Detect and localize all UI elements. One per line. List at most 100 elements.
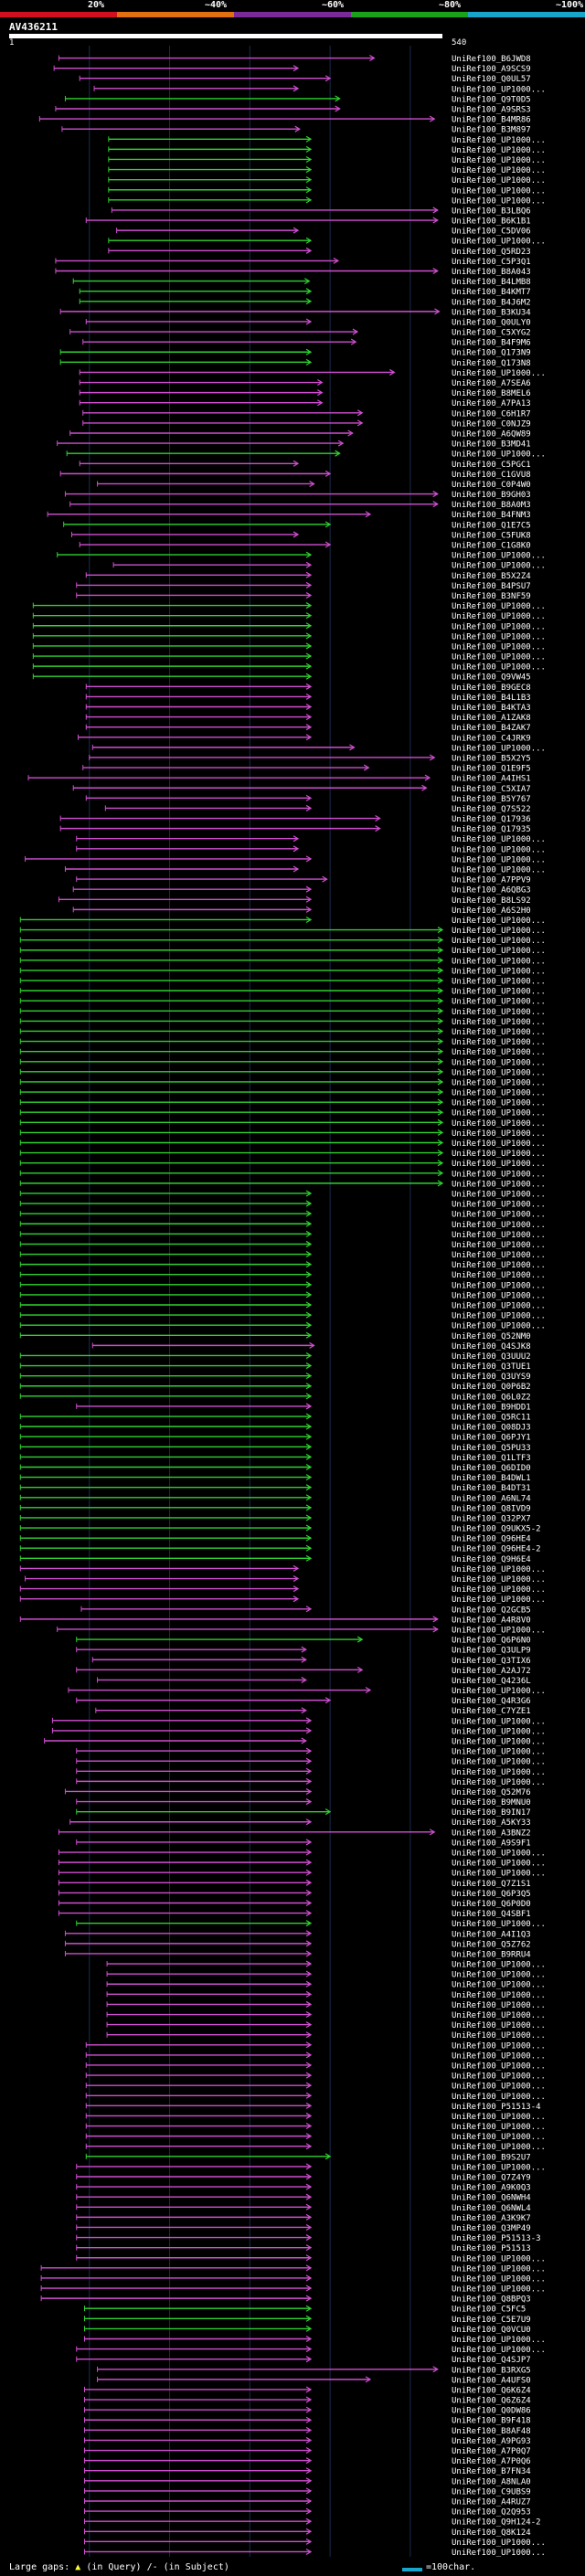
- hit-label[interactable]: UniRef100_C5E7U9: [452, 2316, 531, 2325]
- hit-label[interactable]: UniRef100_B4DWL1: [452, 1474, 531, 1483]
- alignment-hit[interactable]: UniRef100_Q0P6B2: [19, 1383, 531, 1392]
- alignment-hit[interactable]: UniRef100_A3BNZ2: [58, 1829, 531, 1838]
- alignment-hit[interactable]: UniRef100_Q1E9F5: [82, 764, 531, 774]
- hit-label[interactable]: UniRef100_Q6P3Q5: [452, 1890, 531, 1899]
- hit-label[interactable]: UniRef100_UP1000...: [452, 1626, 546, 1635]
- hit-label[interactable]: UniRef100_UP1000...: [452, 1211, 546, 1220]
- hit-label[interactable]: UniRef100_Q2GCB5: [452, 1606, 531, 1615]
- alignment-hit[interactable]: UniRef100_B3KU34: [59, 308, 531, 317]
- alignment-hit[interactable]: UniRef100_UP1000...: [32, 612, 546, 621]
- alignment-hit[interactable]: UniRef100_Q1LTF3: [19, 1453, 531, 1463]
- alignment-hit[interactable]: UniRef100_A9PG93: [84, 2436, 531, 2446]
- hit-label[interactable]: UniRef100_UP1000...: [452, 2336, 546, 2345]
- hit-label[interactable]: UniRef100_UP1000...: [452, 2041, 546, 2051]
- hit-label[interactable]: UniRef100_B9S2U7: [452, 2153, 531, 2162]
- hit-label[interactable]: UniRef100_Q6P6N0: [452, 1637, 531, 1646]
- hit-label[interactable]: UniRef100_B5X2Z4: [452, 572, 531, 581]
- hit-label[interactable]: UniRef100_UP1000...: [452, 1850, 546, 1859]
- hit-label[interactable]: UniRef100_A4RUZ7: [452, 2497, 531, 2507]
- alignment-hit[interactable]: UniRef100_UP1000...: [19, 1230, 546, 1240]
- hit-label[interactable]: UniRef100_C7YZE1: [452, 1707, 531, 1716]
- hit-label[interactable]: UniRef100_B4ZAK7: [452, 724, 531, 733]
- alignment-hit[interactable]: UniRef100_UP1000...: [19, 1301, 546, 1311]
- hit-label[interactable]: UniRef100_UP1000...: [452, 2143, 546, 2152]
- hit-label[interactable]: UniRef100_C6H1R7: [452, 409, 531, 419]
- hit-label[interactable]: UniRef100_UP1000...: [452, 1160, 546, 1169]
- hit-label[interactable]: UniRef100_Q6P0D0: [452, 1900, 531, 1909]
- hit-label[interactable]: UniRef100_UP1000...: [452, 1190, 546, 1199]
- hit-label[interactable]: UniRef100_UP1000...: [452, 1738, 546, 1747]
- hit-label[interactable]: UniRef100_B3M897: [452, 126, 531, 135]
- hit-label[interactable]: UniRef100_B4DT31: [452, 1484, 531, 1493]
- hit-label[interactable]: UniRef100_A4IHS1: [452, 775, 531, 784]
- hit-label[interactable]: UniRef100_B3LBQ6: [452, 207, 531, 216]
- alignment-hit[interactable]: UniRef100_UP1000...: [19, 1595, 546, 1605]
- alignment-hit[interactable]: UniRef100_UP1000...: [19, 1585, 546, 1595]
- alignment-hit[interactable]: UniRef100_Q9UKX5-2: [19, 1524, 541, 1534]
- hit-label[interactable]: UniRef100_B9RRU4: [452, 1950, 531, 1959]
- alignment-hit[interactable]: UniRef100_Q17935: [59, 825, 531, 834]
- alignment-hit[interactable]: UniRef100_UP1000...: [19, 1311, 546, 1321]
- alignment-hit[interactable]: UniRef100_UP1000...: [76, 1767, 546, 1777]
- hit-label[interactable]: UniRef100_UP1000...: [452, 947, 546, 956]
- hit-label[interactable]: UniRef100_UP1000...: [452, 845, 546, 854]
- hit-label[interactable]: UniRef100_C1G8K0: [452, 542, 531, 551]
- hit-label[interactable]: UniRef100_UP1000...: [452, 1758, 546, 1767]
- alignment-hit[interactable]: UniRef100_A4IHS1: [27, 774, 531, 784]
- hit-label[interactable]: UniRef100_UP1000...: [452, 2011, 546, 2020]
- hit-label[interactable]: UniRef100_B5Y767: [452, 795, 531, 804]
- hit-label[interactable]: UniRef100_Q5RD23: [452, 248, 531, 257]
- alignment-hit[interactable]: UniRef100_C0NJZ9: [82, 419, 531, 429]
- alignment-hit[interactable]: UniRef100_B9F418: [84, 2416, 531, 2426]
- hit-label[interactable]: UniRef100_UP1000...: [452, 1991, 546, 2000]
- alignment-hit[interactable]: UniRef100_A6NL74: [19, 1494, 531, 1503]
- alignment-hit[interactable]: UniRef100_B6K1B1: [85, 217, 531, 227]
- alignment-hit[interactable]: UniRef100_B4F9M6: [82, 338, 531, 348]
- alignment-hit[interactable]: UniRef100_Q96HE4: [19, 1534, 531, 1544]
- hit-label[interactable]: UniRef100_Q32PX7: [452, 1514, 531, 1523]
- hit-label[interactable]: UniRef100_B3NF59: [452, 592, 531, 601]
- alignment-hit[interactable]: UniRef100_A9K0Q3: [76, 2183, 531, 2193]
- hit-label[interactable]: UniRef100_B4PSU7: [452, 582, 531, 591]
- hit-label[interactable]: UniRef100_UP1000...: [452, 2254, 546, 2263]
- hit-label[interactable]: UniRef100_UP1000...: [452, 653, 546, 663]
- hit-label[interactable]: UniRef100_A7PA13: [452, 399, 531, 408]
- hit-label[interactable]: UniRef100_Q5RC11: [452, 1414, 531, 1423]
- alignment-hit[interactable]: UniRef100_UP1000...: [51, 1727, 546, 1736]
- alignment-hit[interactable]: UniRef100_UP1000...: [108, 145, 546, 155]
- hit-label[interactable]: UniRef100_B8AF48: [452, 2427, 531, 2436]
- hit-label[interactable]: UniRef100_Q7Z4Y9: [452, 2174, 531, 2183]
- alignment-hit[interactable]: UniRef100_B9GH03: [64, 491, 531, 500]
- hit-label[interactable]: UniRef100_C5DV06: [452, 228, 531, 237]
- alignment-hit[interactable]: UniRef100_B4LMB8: [72, 278, 531, 287]
- alignment-hit[interactable]: UniRef100_UP1000...: [19, 1068, 546, 1077]
- alignment-hit[interactable]: UniRef100_Q6P0D0: [58, 1899, 531, 1909]
- hit-label[interactable]: UniRef100_C5FUK8: [452, 531, 531, 540]
- alignment-hit[interactable]: UniRef100_UP1000...: [19, 1088, 546, 1098]
- hit-label[interactable]: UniRef100_A7SEA6: [452, 379, 531, 388]
- alignment-hit[interactable]: UniRef100_B9IN17: [76, 1808, 531, 1818]
- hit-label[interactable]: UniRef100_UP1000...: [452, 1971, 546, 1980]
- alignment-hit[interactable]: UniRef100_UP1000...: [108, 155, 546, 165]
- alignment-hit[interactable]: UniRef100_B9MNU0: [76, 1798, 531, 1807]
- hit-label[interactable]: UniRef100_A4I1Q3: [452, 1930, 531, 1939]
- alignment-hit[interactable]: UniRef100_UP1000...: [19, 1150, 546, 1159]
- alignment-hit[interactable]: UniRef100_UP1000...: [19, 1048, 546, 1057]
- hit-label[interactable]: UniRef100_A4UFS0: [452, 2376, 531, 2385]
- alignment-hit[interactable]: UniRef100_UP1000...: [19, 957, 546, 966]
- hit-label[interactable]: UniRef100_P51513: [452, 2244, 531, 2253]
- hit-label[interactable]: UniRef100_C4JRK9: [452, 734, 531, 743]
- hit-label[interactable]: UniRef100_P51513-3: [452, 2234, 541, 2243]
- hit-label[interactable]: UniRef100_B4MR86: [452, 116, 531, 125]
- hit-label[interactable]: UniRef100_UP1000...: [452, 186, 546, 196]
- alignment-hit[interactable]: UniRef100_UP1000...: [76, 2346, 546, 2355]
- alignment-hit[interactable]: UniRef100_B9S2U7: [85, 2153, 531, 2162]
- hit-label[interactable]: UniRef100_UP1000...: [452, 196, 546, 206]
- alignment-hit[interactable]: UniRef100_B3RXG5: [97, 2366, 531, 2375]
- hit-label[interactable]: UniRef100_Q3MP49: [452, 2224, 531, 2233]
- alignment-hit[interactable]: UniRef100_UP1000...: [32, 652, 546, 663]
- alignment-hit[interactable]: UniRef100_UP1000...: [85, 2112, 546, 2122]
- alignment-hit[interactable]: UniRef100_A6QBG3: [72, 885, 531, 896]
- hit-label[interactable]: UniRef100_UP1000...: [452, 176, 546, 186]
- alignment-hit[interactable]: UniRef100_UP1000...: [64, 865, 546, 875]
